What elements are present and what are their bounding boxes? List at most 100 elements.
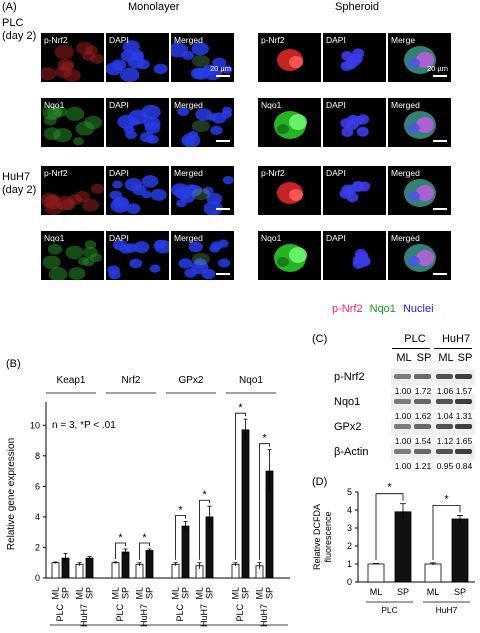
blot-band <box>414 424 431 429</box>
blot-band-value: 1.54 <box>414 436 432 446</box>
y-tick-label: 4 <box>347 505 352 515</box>
y-tick-label: 6 <box>35 481 40 491</box>
micrograph-tile: DAPI <box>106 166 169 215</box>
micrograph-image <box>404 179 436 207</box>
cell-line-label: HuH7 <box>259 604 269 627</box>
condition-label: SP <box>397 587 409 597</box>
gene-expression-chart: Keap1 Nrf2 GPx2 Nqo1 0 2 4 6 8 10 Relative gene ex… <box>6 375 290 627</box>
y-tick-label: 5 <box>347 487 352 497</box>
micrograph-tile: p-Nrf2 <box>258 33 321 82</box>
micrograph-tile: DAPI <box>323 231 386 280</box>
gene-header: Nrf2 <box>122 375 141 386</box>
y-tick-label: 10 <box>30 420 40 430</box>
blot-lane-label: SP <box>457 352 473 364</box>
micrograph-tile: DAPI <box>106 231 169 280</box>
gene-header: GPx2 <box>178 375 203 386</box>
blot-row-label: Nqo1 <box>334 396 361 408</box>
blot-lane-label: ML <box>438 352 454 364</box>
significance-bracket <box>175 515 186 560</box>
significance-star: * <box>118 532 123 544</box>
blot-band <box>436 424 453 429</box>
significance-star: * <box>387 482 392 494</box>
blot-band-value: 1.62 <box>414 411 432 421</box>
significance-bracket <box>235 412 246 560</box>
blot-header-rule <box>392 348 430 349</box>
tile-label: p-Nrf2 <box>261 35 285 45</box>
group-label: PLC <box>381 605 398 615</box>
y-tick-label: 3 <box>347 523 352 533</box>
micrograph-image <box>404 111 436 139</box>
micrograph-image <box>107 239 169 280</box>
micrograph-tile: Merged <box>388 166 451 215</box>
blot-row-label: GPx2 <box>334 421 362 433</box>
legend-pnrf2: p-Nrf2 <box>332 303 363 315</box>
cell-line-label: PLC <box>55 604 65 622</box>
significance-star: * <box>262 433 267 445</box>
blot-header-rule <box>434 348 472 349</box>
blot-band-value: 1.04 <box>436 411 454 421</box>
micrograph-tile: DAPI <box>106 33 169 82</box>
micrograph-image <box>352 248 371 269</box>
panel-b-label: (B) <box>6 358 21 370</box>
blot-band <box>455 374 472 379</box>
panel-c-label: (C) <box>312 333 328 345</box>
micrograph-image <box>177 106 233 147</box>
condition-label: ML <box>135 587 145 600</box>
gene-header: Nqo1 <box>239 375 263 386</box>
scale-bar <box>433 208 447 210</box>
micrograph-image <box>340 48 365 72</box>
tile-label: Merged <box>391 168 420 178</box>
condition-label: ML <box>427 587 440 597</box>
condition-label: SP <box>454 587 466 597</box>
bar <box>85 557 94 579</box>
annotation: n = 3, *P < .01 <box>52 420 116 431</box>
condition-label: ML <box>255 587 265 600</box>
blot-band-value: 0.84 <box>455 461 473 471</box>
micrograph-image <box>274 111 307 139</box>
scale-bar <box>433 140 447 142</box>
significance-bracket <box>199 499 210 560</box>
condition-label: ML <box>51 587 61 600</box>
scale-bar <box>216 140 230 142</box>
y-tick-label: 8 <box>35 451 40 461</box>
significance-star: * <box>142 532 147 544</box>
tile-label: Nqo1 <box>261 233 282 243</box>
row-group-plc: PLC (day 2) <box>2 17 37 42</box>
micrograph-image <box>42 105 103 146</box>
bar <box>181 525 190 579</box>
group-label: HuH7 <box>436 605 458 615</box>
tile-label: Merged <box>391 100 420 110</box>
micrograph-image <box>339 180 371 203</box>
significance-bracket <box>139 542 150 560</box>
micrograph-image <box>42 240 102 280</box>
blot-band-value: 0.95 <box>436 461 454 471</box>
bar <box>424 563 442 583</box>
scale-bar <box>216 273 230 275</box>
blot-band <box>414 374 431 379</box>
condition-label: ML <box>370 587 383 597</box>
y-tick-label: 0 <box>35 573 40 583</box>
blot-band-value: 1.00 <box>394 461 412 471</box>
micrograph-tile: Merged <box>171 231 234 280</box>
panel-a-label: (A) <box>2 1 17 13</box>
y-tick-label: 2 <box>347 541 352 551</box>
condition-label: SP <box>121 587 131 599</box>
blot-band-strip <box>391 419 475 435</box>
scale-bar-label: 20 µm <box>210 64 231 73</box>
scale-bar-label: 20 µm <box>427 64 448 73</box>
blot-band <box>414 449 431 454</box>
blot-band-value: 1.00 <box>394 436 412 446</box>
condition-label: SP <box>241 587 251 599</box>
monolayer-title: Monolayer <box>128 1 180 13</box>
condition-label: SP <box>145 587 155 599</box>
micrograph-image <box>277 182 303 204</box>
micrograph-image <box>404 46 436 74</box>
tile-label: Merged <box>174 168 203 178</box>
significance-bracket <box>375 493 404 560</box>
micrograph-image <box>404 244 436 272</box>
blot-band <box>394 374 411 379</box>
micrograph-tile: Merged <box>171 166 234 215</box>
scale-bar <box>216 75 230 77</box>
bar <box>111 562 120 579</box>
bar <box>145 550 154 579</box>
